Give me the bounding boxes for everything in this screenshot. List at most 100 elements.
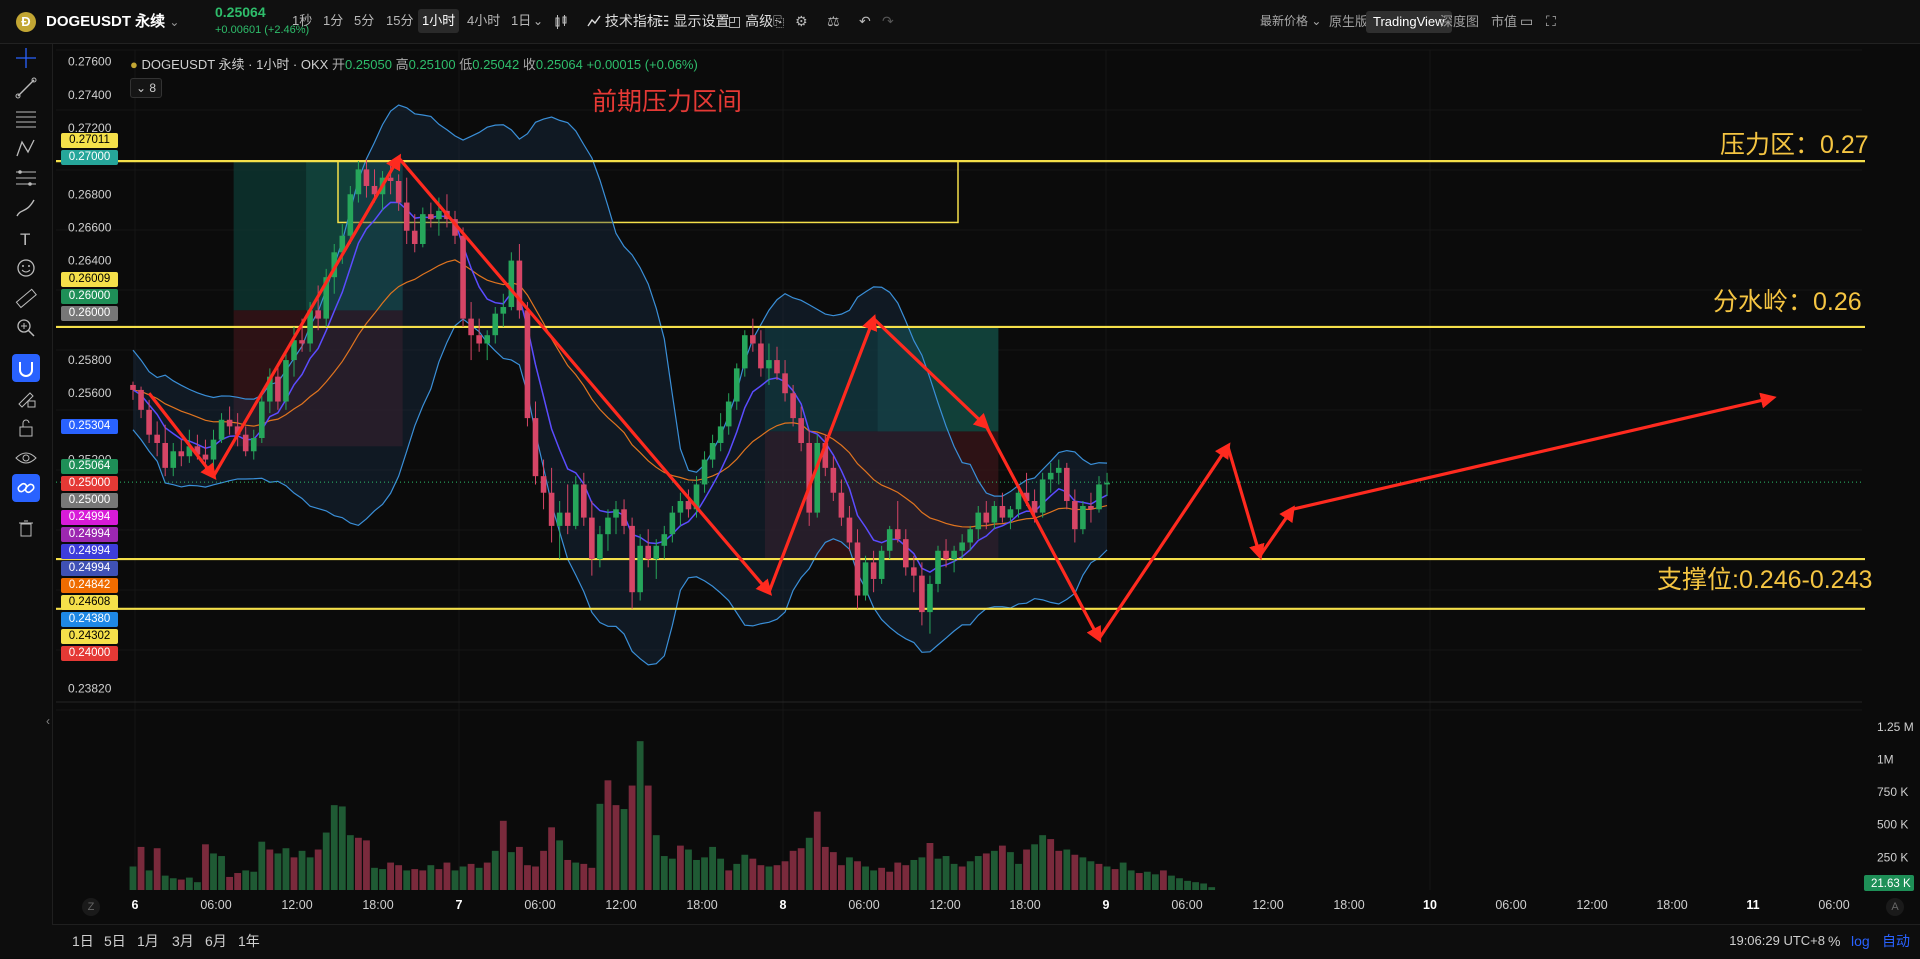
symbol-selector[interactable]: DOGEUSDT 永续 ⌄ bbox=[46, 0, 179, 43]
log-toggle[interactable]: log bbox=[1851, 933, 1870, 949]
view-0[interactable]: 原生版 bbox=[1329, 14, 1369, 29]
volume-bar bbox=[580, 863, 588, 890]
candle-body bbox=[1007, 509, 1014, 518]
volume-bar bbox=[636, 741, 644, 890]
volume-tick: 750 K bbox=[1877, 785, 1908, 799]
interval-dropdown-chevron-icon[interactable]: ⌄ bbox=[533, 14, 544, 28]
undo-icon[interactable]: ↶ bbox=[859, 13, 871, 29]
snapshot-icon[interactable]: ⎘ bbox=[773, 13, 785, 29]
layout-icon[interactable]: ▭ bbox=[1520, 13, 1534, 29]
interval-2[interactable]: 5分 bbox=[354, 13, 375, 28]
magnet-icon[interactable] bbox=[12, 354, 40, 382]
indicator-count-badge[interactable]: ⌄ 8 bbox=[130, 78, 162, 98]
time-tick: 18:00 bbox=[1333, 898, 1364, 912]
pattern-tool-icon[interactable] bbox=[12, 134, 40, 162]
trendline-tool-icon[interactable] bbox=[12, 74, 40, 102]
time-tick: 12:00 bbox=[1576, 898, 1607, 912]
redo-icon[interactable]: ↷ bbox=[882, 13, 894, 29]
candle-body bbox=[436, 210, 442, 220]
volume-bar bbox=[274, 853, 282, 890]
volume-bar bbox=[628, 785, 636, 890]
text-tool-icon[interactable]: T bbox=[12, 224, 40, 252]
interval-3[interactable]: 15分 bbox=[386, 13, 414, 28]
lock-drawing-icon[interactable] bbox=[12, 384, 40, 412]
range-0[interactable]: 1日 bbox=[72, 933, 94, 949]
gear-icon[interactable]: ⚙ bbox=[795, 13, 808, 29]
volume-bar bbox=[757, 865, 765, 890]
candle-body bbox=[629, 525, 635, 593]
volume-tick: 1M bbox=[1877, 752, 1894, 766]
volume-bar bbox=[797, 848, 805, 890]
percent-toggle[interactable]: % bbox=[1828, 933, 1841, 949]
auto-scale-button[interactable]: A bbox=[1886, 898, 1904, 916]
price-tick: 0.27400 bbox=[68, 88, 112, 102]
unlock-icon[interactable] bbox=[12, 414, 40, 442]
trash-icon[interactable] bbox=[12, 514, 40, 542]
price-type-select[interactable]: 最新价格 ⌄ bbox=[1260, 0, 1321, 43]
interval-1[interactable]: 1分 bbox=[323, 13, 344, 28]
candle-body bbox=[661, 534, 668, 546]
interval-5[interactable]: 4小时 bbox=[467, 13, 501, 28]
candle-body bbox=[903, 539, 909, 568]
brush-tool-icon[interactable] bbox=[12, 194, 40, 222]
emoji-tool-icon[interactable] bbox=[12, 254, 40, 282]
volume-bar bbox=[1111, 869, 1119, 890]
volume-bar bbox=[210, 853, 217, 890]
volume-bar bbox=[717, 858, 725, 890]
volume-bar bbox=[1103, 866, 1111, 890]
interval-6[interactable]: 1日 bbox=[511, 13, 532, 28]
volume-bar bbox=[1015, 863, 1022, 890]
horizontal-lines-tool-icon[interactable] bbox=[12, 104, 40, 132]
eye-icon[interactable] bbox=[12, 444, 40, 472]
advanced-button[interactable]: ◰ 高级 bbox=[728, 0, 773, 43]
range-5[interactable]: 1年 bbox=[238, 933, 260, 949]
link-icon[interactable] bbox=[12, 474, 40, 502]
interval-0[interactable]: 1秒 bbox=[292, 13, 313, 28]
time-tick: 7 bbox=[456, 898, 463, 912]
chart-type-icon[interactable] bbox=[554, 0, 570, 43]
candle-body bbox=[911, 567, 917, 576]
fib-tool-icon[interactable] bbox=[12, 164, 40, 192]
candle-body bbox=[725, 401, 732, 427]
candle-body bbox=[951, 550, 957, 560]
volume-bar bbox=[677, 845, 684, 890]
volume-bar bbox=[129, 866, 137, 890]
timezone-z-button[interactable]: Z bbox=[82, 898, 100, 916]
range-3[interactable]: 3月 bbox=[172, 933, 194, 949]
volume-bar bbox=[250, 871, 258, 890]
range-2[interactable]: 1月 bbox=[137, 933, 159, 949]
ruler-tool-icon[interactable] bbox=[12, 284, 40, 312]
trend-arrow bbox=[1097, 442, 1231, 640]
compare-scale-icon[interactable]: ⚖ bbox=[827, 13, 840, 29]
candle-body bbox=[613, 509, 619, 518]
view-2[interactable]: 深度图 bbox=[1440, 14, 1480, 29]
range-4[interactable]: 6月 bbox=[205, 933, 227, 949]
candle-body bbox=[886, 529, 893, 551]
candle-body bbox=[186, 446, 193, 457]
auto-toggle[interactable]: 自动 bbox=[1882, 933, 1910, 949]
indicators-button[interactable]: 技术指标 bbox=[587, 0, 661, 43]
fullscreen-icon[interactable]: ⛶ bbox=[1546, 13, 1556, 29]
range-1[interactable]: 5日 bbox=[104, 933, 126, 949]
svg-text:T: T bbox=[20, 230, 30, 249]
volume-current-bg bbox=[1864, 875, 1914, 891]
display-settings-button[interactable]: ☷ 显示设置 bbox=[657, 0, 729, 43]
legend-open-label: 开 bbox=[331, 57, 345, 72]
interval-4[interactable]: 1小时 bbox=[418, 9, 460, 33]
volume-bar bbox=[999, 845, 1006, 890]
candle-body bbox=[685, 501, 692, 510]
collapse-toolbar-icon[interactable]: ‹ bbox=[46, 714, 50, 728]
candle-body bbox=[291, 340, 297, 361]
view-1[interactable]: TradingView bbox=[1366, 11, 1452, 33]
crosshair-tool-icon[interactable] bbox=[12, 44, 40, 72]
volume-bar bbox=[540, 850, 547, 890]
volume-bar bbox=[443, 862, 451, 890]
trend-arrow bbox=[1226, 445, 1265, 561]
zoom-in-icon[interactable] bbox=[12, 314, 40, 342]
trend-arrow bbox=[872, 317, 990, 430]
volume-bar bbox=[572, 862, 580, 890]
price-change: +0.00601 (+2.46%) bbox=[215, 24, 310, 36]
view-3[interactable]: 市值 bbox=[1491, 14, 1518, 29]
price-badge: 0.24994 bbox=[61, 527, 118, 542]
